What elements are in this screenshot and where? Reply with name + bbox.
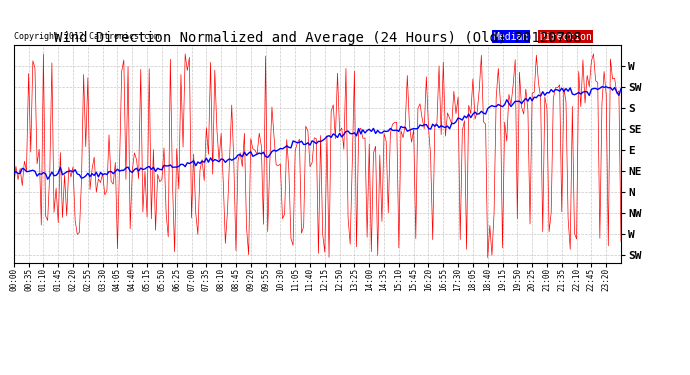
Text: Copyright 2012 Cartronics.com: Copyright 2012 Cartronics.com bbox=[14, 32, 159, 40]
Text: Direction: Direction bbox=[539, 32, 592, 42]
Title: Wind Direction Normalized and Average (24 Hours) (Old) 20120708: Wind Direction Normalized and Average (2… bbox=[54, 31, 581, 45]
Text: Median: Median bbox=[493, 32, 529, 42]
